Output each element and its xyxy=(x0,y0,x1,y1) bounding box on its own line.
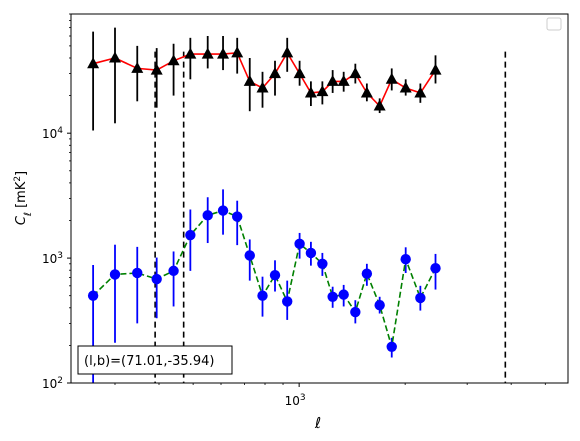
x-tick-exponent: 3 xyxy=(300,393,306,403)
data-point-circle xyxy=(430,263,441,274)
data-point-triangle xyxy=(429,63,442,75)
data-point-circle xyxy=(257,290,268,301)
data-point-circle xyxy=(294,238,305,250)
data-point-circle xyxy=(400,253,411,265)
y-tick-base: 10 xyxy=(42,252,57,266)
series-line xyxy=(92,209,437,348)
x-tick-base: 10 xyxy=(285,394,300,408)
data-point-triangle xyxy=(349,67,362,79)
series-line xyxy=(92,51,437,108)
data-point-circle xyxy=(327,291,338,302)
y-label-symbol: C xyxy=(14,215,29,225)
data-point-triangle xyxy=(87,57,100,69)
vertical-reference-lines xyxy=(154,51,507,383)
y-axis-label: Cℓ [mK2] xyxy=(13,171,34,225)
data-point-triangle xyxy=(373,99,386,111)
x-axis-label: ℓ xyxy=(314,414,321,432)
y-tick-label: 102 xyxy=(42,376,63,391)
data-point-circle xyxy=(185,229,196,241)
data-point-circle xyxy=(151,273,162,285)
data-point-circle xyxy=(415,292,426,304)
data-point-triangle xyxy=(217,47,230,59)
data-point-triangle xyxy=(281,46,294,58)
legend-box xyxy=(546,17,562,31)
y-tick-exponent: 3 xyxy=(57,251,63,261)
data-point-circle xyxy=(338,289,349,300)
data-point-circle xyxy=(374,299,385,311)
plot-frame xyxy=(70,13,569,384)
data-point-circle xyxy=(317,258,328,270)
data-point-circle xyxy=(305,247,317,259)
data-point-triangle xyxy=(293,67,306,79)
annotation-box: (l,b)=(71.01,-35.94) xyxy=(77,345,233,375)
y-tick-exponent: 4 xyxy=(57,126,63,136)
y-tick-exponent: 2 xyxy=(57,376,63,386)
data-point-circle xyxy=(350,306,361,318)
data-point-circle xyxy=(109,269,121,280)
y-tick-base: 10 xyxy=(42,127,57,141)
data-point-circle xyxy=(202,210,213,221)
data-point-circle xyxy=(132,267,143,279)
series-circles xyxy=(87,189,441,383)
data-point-triangle xyxy=(414,86,427,98)
data-point-circle xyxy=(361,268,373,279)
data-point-circle xyxy=(386,341,397,352)
data-point-triangle xyxy=(184,47,197,59)
data-point-triangle xyxy=(399,81,412,93)
y-label-unit-close: ] xyxy=(14,171,29,176)
data-point-circle xyxy=(269,269,281,281)
y-label-unit: [mK xyxy=(14,181,29,208)
data-point-circle xyxy=(244,250,255,261)
y-tick-label: 104 xyxy=(42,126,63,141)
series-triangles xyxy=(87,27,442,131)
data-point-triangle xyxy=(108,51,121,63)
data-point-triangle xyxy=(385,72,398,84)
y-label-subscript: ℓ xyxy=(23,212,34,216)
data-point-triangle xyxy=(167,54,180,66)
data-point-triangle xyxy=(131,61,144,73)
annotation-text: (l,b)=(71.01,-35.94) xyxy=(84,354,214,369)
data-point-circle xyxy=(282,296,293,307)
y-tick-base: 10 xyxy=(42,377,57,391)
data-point-circle xyxy=(232,211,243,222)
data-point-triangle xyxy=(256,81,269,93)
data-point-triangle xyxy=(231,46,244,58)
data-point-triangle xyxy=(326,74,339,86)
data-point-circle xyxy=(87,290,99,301)
data-point-triangle xyxy=(304,86,317,98)
data-point-triangle xyxy=(360,86,373,98)
data-point-triangle xyxy=(269,67,282,79)
data-point-circle xyxy=(168,265,179,277)
data-point-triangle xyxy=(201,47,214,59)
data-point-triangle xyxy=(337,74,350,86)
data-point-circle xyxy=(217,205,229,216)
data-point-triangle xyxy=(243,74,256,86)
data-point-triangle xyxy=(316,85,329,97)
data-series xyxy=(87,27,442,383)
data-point-triangle xyxy=(150,63,163,75)
y-label-superscript: 2 xyxy=(13,176,23,182)
x-tick-label: 103 xyxy=(285,393,306,408)
y-tick-label: 103 xyxy=(42,251,63,266)
